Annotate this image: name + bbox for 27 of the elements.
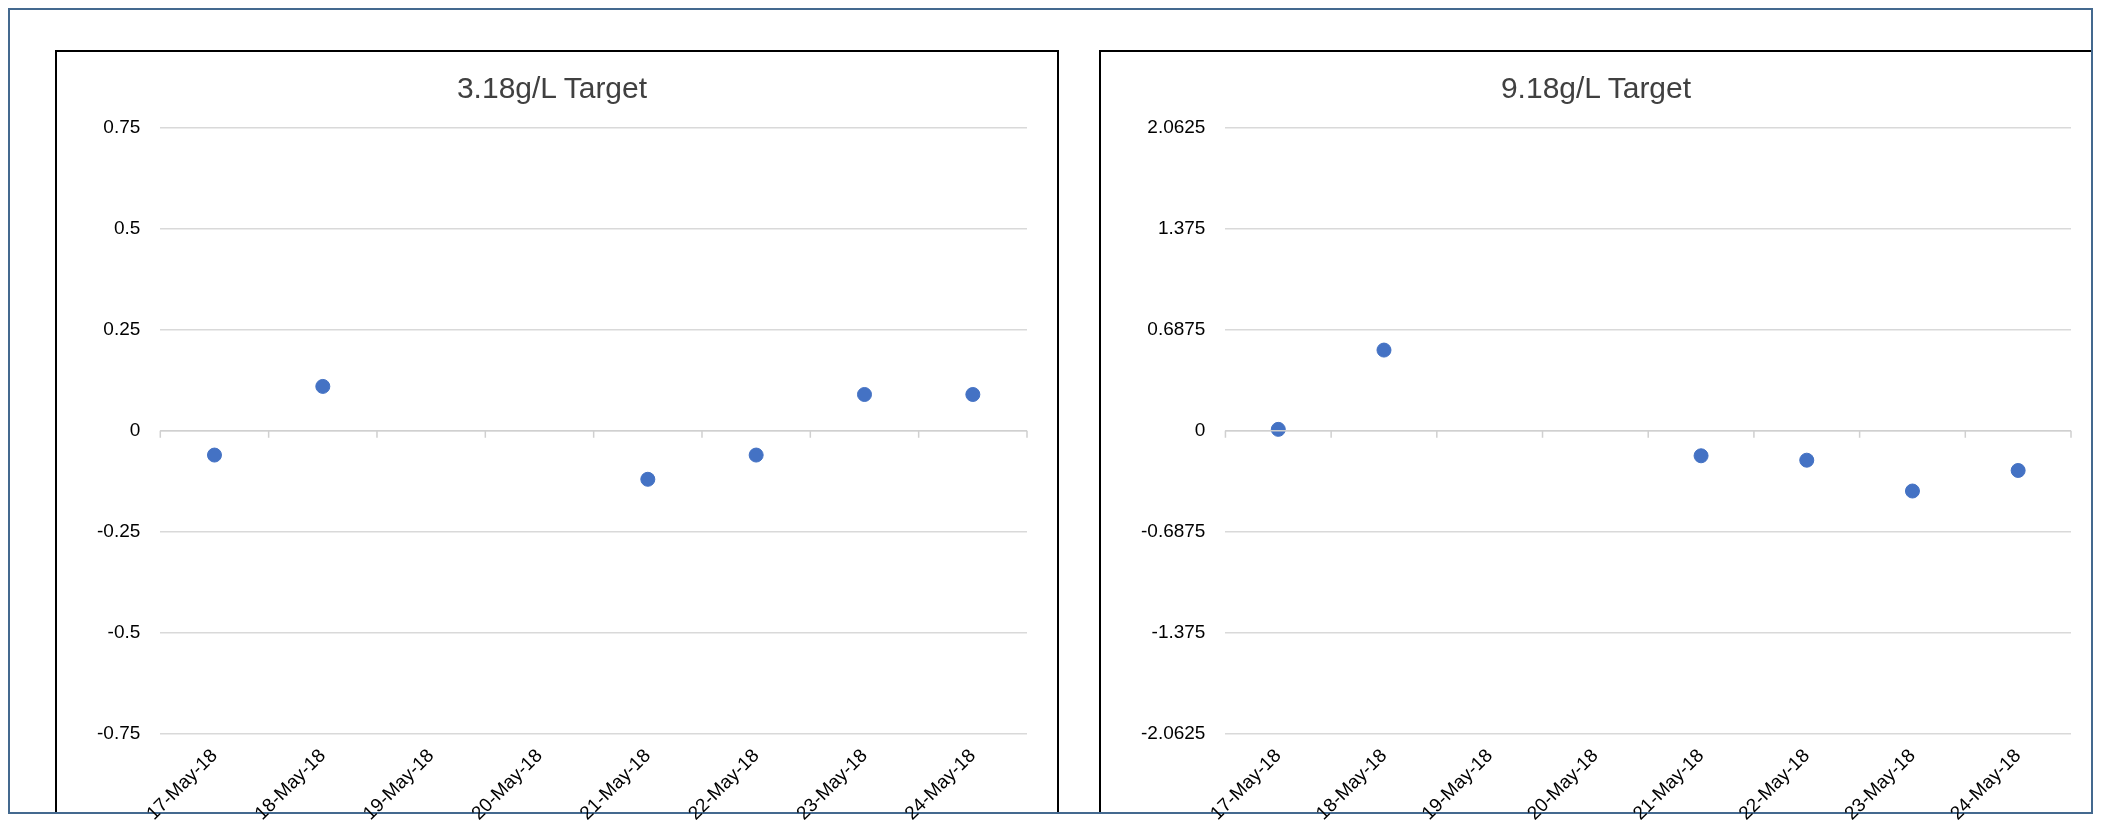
y-tick-label: 0.75 (103, 116, 141, 138)
y-tick-label: 2.0625 (1147, 116, 1206, 138)
y-tick-label: 0 (129, 419, 141, 441)
y-tick-label: -1.375 (1151, 620, 1206, 642)
y-tick-label: -0.25 (96, 520, 141, 542)
point (1799, 452, 1815, 468)
point (857, 386, 872, 402)
y-tick-label: 0.25 (103, 318, 141, 340)
y-tick-label: 0.6875 (1147, 318, 1206, 340)
chart-title: 3.18g/L Target (456, 71, 648, 105)
point (206, 447, 222, 463)
point (640, 471, 656, 487)
point (1693, 448, 1709, 464)
point (748, 447, 764, 463)
point (1904, 483, 1920, 499)
y-tick-label: 0.5 (113, 217, 141, 239)
y-tick-label: -0.6875 (1140, 520, 1206, 542)
y-tick-label: 1.375 (1157, 217, 1206, 239)
y-tick-label: -0.75 (96, 721, 141, 743)
y-tick-label: -0.5 (107, 620, 141, 642)
point (1376, 342, 1392, 358)
chart-title: 9.18g/L Target (1500, 71, 1692, 105)
point (2010, 462, 2026, 478)
y-tick-label: 0 (1194, 419, 1206, 441)
point (965, 386, 981, 402)
y-tick-label: -2.0625 (1140, 721, 1206, 743)
point (315, 378, 331, 394)
